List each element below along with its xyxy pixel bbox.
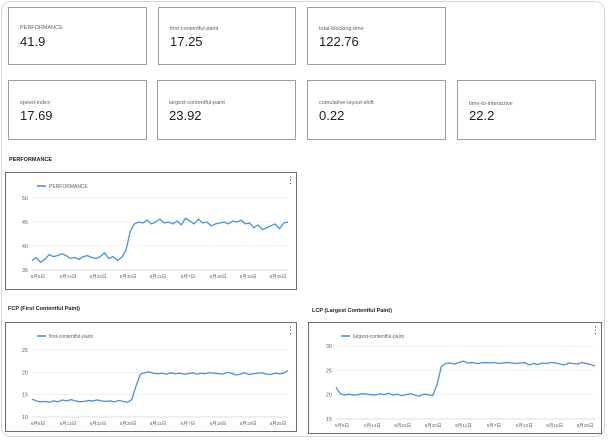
scorecard-label: largest-contentful-paint — [169, 100, 225, 106]
legend-label: first-contentful-paint — [49, 334, 94, 340]
y-tick-label: 50 — [22, 196, 28, 202]
scorecard-largest-contentful-paint[interactable]: largest-contentful-paint 23.92 — [157, 80, 296, 140]
x-tick-label: 6月30日 — [425, 423, 442, 429]
chart-panel-fcp: ⋮ 10 15 20 25 6月6日 6月14日 6月22日 6月28日 6月11日 6月7日 6月… — [5, 322, 297, 432]
y-tick-label: 45 — [22, 220, 28, 226]
performance-chart: 35 40 45 50 6月6日 6月14日 6月22日 6月30日 6月11日 6月7日 6月18… — [22, 184, 289, 280]
legend-label: PERFORMANCE — [49, 184, 89, 190]
scorecard-value: 0.22 — [319, 108, 345, 123]
more-options-icon[interactable]: ⋮ — [286, 325, 295, 335]
legend-label: largest-contentful-paint — [353, 334, 404, 340]
scorecard-cumulative-layout-shift[interactable]: cumulative-layout-shift 0.22 — [307, 80, 446, 140]
more-options-icon[interactable]: ⋮ — [286, 175, 295, 185]
y-tick-label: 15 — [22, 393, 28, 399]
x-tick-label: 6月6日 — [335, 423, 349, 429]
x-tick-label: 6月11日 — [150, 421, 167, 427]
x-tick-label: 6月25日 — [270, 421, 287, 427]
x-tick-label: 6月16日 — [240, 274, 257, 280]
section-title-performance: PERFORMANCE — [9, 157, 53, 163]
y-tick-label: 35 — [22, 268, 28, 274]
scorecard-first-contentful-paint[interactable]: first-contentful-paint 17.25 — [158, 7, 296, 65]
x-tick-label: 6月22日 — [90, 421, 107, 427]
x-tick-label: 6月25日 — [270, 274, 287, 280]
chart-panel-performance: ⋮ 35 40 45 50 6月6日 6月14日 6月22日 6月30日 6月11日 6月7日 6月… — [5, 172, 297, 290]
y-tick-label: 20 — [22, 370, 28, 376]
x-tick-label: 6月30日 — [120, 274, 137, 280]
scorecard-label: cumulative-layout-shift — [319, 100, 374, 106]
x-tick-label: 6月13日 — [516, 423, 533, 429]
scorecard-value: 122.76 — [319, 34, 359, 49]
section-title-fcp: FCP (First Contentful Paint) — [8, 306, 81, 312]
y-tick-label: 15 — [326, 417, 332, 423]
scorecard-speed-index[interactable]: speed-index 17.69 — [8, 80, 147, 140]
x-tick-label: 6月16日 — [546, 423, 563, 429]
x-tick-label: 6月22日 — [90, 274, 107, 280]
y-tick-label: 25 — [326, 368, 332, 374]
x-tick-label: 6月19日 — [240, 421, 257, 427]
fcp-chart: 10 15 20 25 6月6日 6月14日 6月22日 6月28日 6月11日 6月7日 6月18… — [22, 334, 289, 427]
y-tick-label: 25 — [22, 348, 28, 354]
x-tick-label: 6月6日 — [31, 421, 45, 427]
scorecard-label: speed-index — [20, 100, 50, 106]
y-tick-label: 10 — [22, 415, 28, 421]
x-tick-label: 6月18日 — [210, 274, 227, 280]
x-tick-label: 6月7日 — [487, 423, 501, 429]
scorecard-value: 41.9 — [20, 34, 46, 49]
scorecard-label: PERFORMANCE — [20, 25, 63, 31]
x-tick-label: 6月14日 — [60, 274, 77, 280]
scorecard-performance[interactable]: PERFORMANCE 41.9 — [8, 7, 147, 65]
y-tick-label: 20 — [326, 393, 332, 399]
series-line[interactable] — [31, 369, 289, 403]
scorecard-total-blocking-time[interactable]: total-blocking-time 122.76 — [307, 7, 446, 65]
scorecard-label: first-contentful-paint — [170, 26, 219, 32]
scorecard-label: total-blocking-time — [319, 26, 364, 32]
scorecard-label: time-to-interactive — [469, 101, 513, 107]
y-tick-label: 30 — [326, 344, 332, 350]
x-tick-label: 6月6日 — [31, 274, 45, 280]
x-tick-label: 6月14日 — [60, 421, 77, 427]
scorecard-value: 17.25 — [170, 34, 203, 49]
series-line[interactable] — [335, 360, 596, 397]
scorecard-value: 23.92 — [169, 108, 202, 123]
x-tick-label: 6月11日 — [150, 274, 167, 280]
x-tick-label: 6月25日 — [577, 423, 594, 429]
chart-panel-lcp: ⋮ 15 20 25 30 6月6日 6月14日 6月22日 6月30日 6月11日 6月7日 6月… — [308, 322, 602, 434]
x-tick-label: 6月18日 — [210, 421, 227, 427]
scorecard-value: 22.2 — [469, 108, 495, 123]
x-tick-label: 6月11日 — [455, 423, 472, 429]
more-options-icon[interactable]: ⋮ — [591, 325, 600, 335]
x-tick-label: 6月28日 — [120, 421, 137, 427]
x-tick-label: 6月14日 — [364, 423, 381, 429]
scorecard-time-to-interactive[interactable]: time-to-interactive 22.2 — [457, 80, 596, 140]
x-tick-label: 6月7日 — [181, 421, 195, 427]
section-title-lcp: LCP (Largest Contentful Paint) — [312, 308, 392, 314]
x-tick-label: 6月7日 — [181, 274, 195, 280]
y-tick-label: 40 — [22, 244, 28, 250]
scorecard-value: 17.69 — [20, 108, 53, 123]
series-line[interactable] — [31, 217, 289, 263]
lcp-chart: 15 20 25 30 6月6日 6月14日 6月22日 6月30日 6月11日 6月7日 6月13… — [326, 334, 596, 429]
x-tick-label: 6月22日 — [394, 423, 411, 429]
